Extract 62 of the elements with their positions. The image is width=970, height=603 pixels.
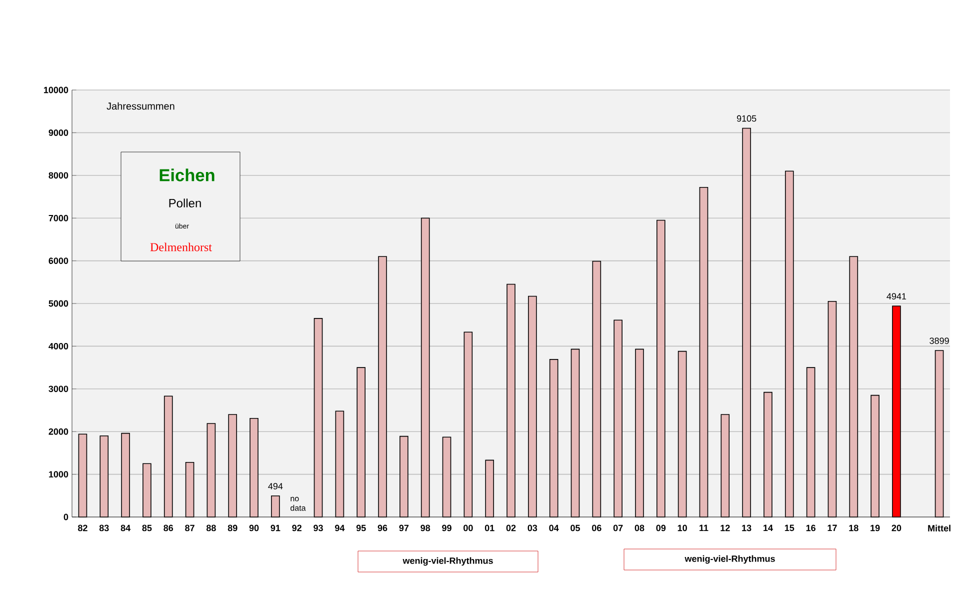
y-tick-label: 5000 <box>48 300 68 307</box>
y-tick-label: 0 <box>64 514 68 520</box>
x-tick-label: 15 <box>784 524 794 532</box>
data-label: 9105 <box>736 115 756 122</box>
x-tick-label: 09 <box>656 524 666 532</box>
x-tick-label: Mittel <box>928 524 950 532</box>
x-tick-label: 19 <box>870 524 880 532</box>
x-tick-label: 85 <box>142 524 152 532</box>
x-tick-label: 20 <box>892 524 902 532</box>
annotation: Pollen <box>169 198 201 208</box>
x-tick-label: 96 <box>378 524 388 532</box>
y-tick-label: 8000 <box>48 172 68 179</box>
x-tick-label: 03 <box>528 524 538 532</box>
x-tick-label: 12 <box>720 524 730 532</box>
x-tick-label: 13 <box>742 524 752 532</box>
y-tick-label: 4000 <box>48 343 68 350</box>
x-tick-label: 11 <box>700 524 708 531</box>
annotation: no data <box>290 496 306 511</box>
x-tick-label: 89 <box>228 524 238 532</box>
x-tick-label: 16 <box>806 524 816 532</box>
annotation: Delmenhorst <box>150 242 212 252</box>
x-tick-label: 05 <box>570 524 580 532</box>
x-tick-label: 01 <box>484 524 494 532</box>
y-tick-label: 1000 <box>49 471 68 478</box>
x-tick-label: 14 <box>764 524 773 531</box>
y-tick-label: 2000 <box>48 428 68 435</box>
x-tick-label: 93 <box>314 524 323 532</box>
y-tick-label: 9000 <box>48 130 68 136</box>
x-tick-label: 90 <box>249 524 259 532</box>
text: wenig-viel-Rhythmus <box>684 555 775 564</box>
x-tick-label: 97 <box>399 524 409 532</box>
x-tick-label: 84 <box>120 524 130 532</box>
annotation: Jahressummen <box>106 102 174 110</box>
x-tick-label: 86 <box>164 524 174 532</box>
x-tick-label: 91 <box>270 524 280 532</box>
x-tick-label: 87 <box>185 524 194 532</box>
x-tick-label: 92 <box>292 524 302 532</box>
x-tick-label: 10 <box>678 524 687 532</box>
x-tick-label: 00 <box>464 524 473 532</box>
x-tick-label: 98 <box>420 524 430 532</box>
annotation: Eichen <box>160 168 214 182</box>
x-tick-label: 18 <box>849 524 858 532</box>
x-tick-label: 06 <box>592 524 602 532</box>
y-tick-label: 7000 <box>48 214 68 222</box>
y-tick-label: 3000 <box>48 386 68 392</box>
x-tick-label: 82 <box>78 524 88 532</box>
x-tick-label: 95 <box>356 524 366 532</box>
x-tick-label: 02 <box>506 524 516 532</box>
x-tick-label: 94 <box>334 524 345 532</box>
data-label: 494 <box>268 482 283 490</box>
x-tick-label: 99 <box>442 524 452 532</box>
y-tick-label: 10000 <box>44 86 68 94</box>
x-tick-label: 17 <box>828 524 837 531</box>
x-tick-label: 07 <box>613 524 623 532</box>
x-tick-label: 88 <box>206 524 216 532</box>
data-label: 3899 <box>930 338 949 344</box>
data-label: 4941 <box>886 293 906 300</box>
x-tick-label: 04 <box>549 524 559 532</box>
y-tick-label: 6000 <box>48 258 68 264</box>
x-tick-label: 83 <box>99 524 109 532</box>
x-tick-label: 08 <box>634 524 644 532</box>
text: wenig-viel-Rhythmus <box>402 557 493 566</box>
